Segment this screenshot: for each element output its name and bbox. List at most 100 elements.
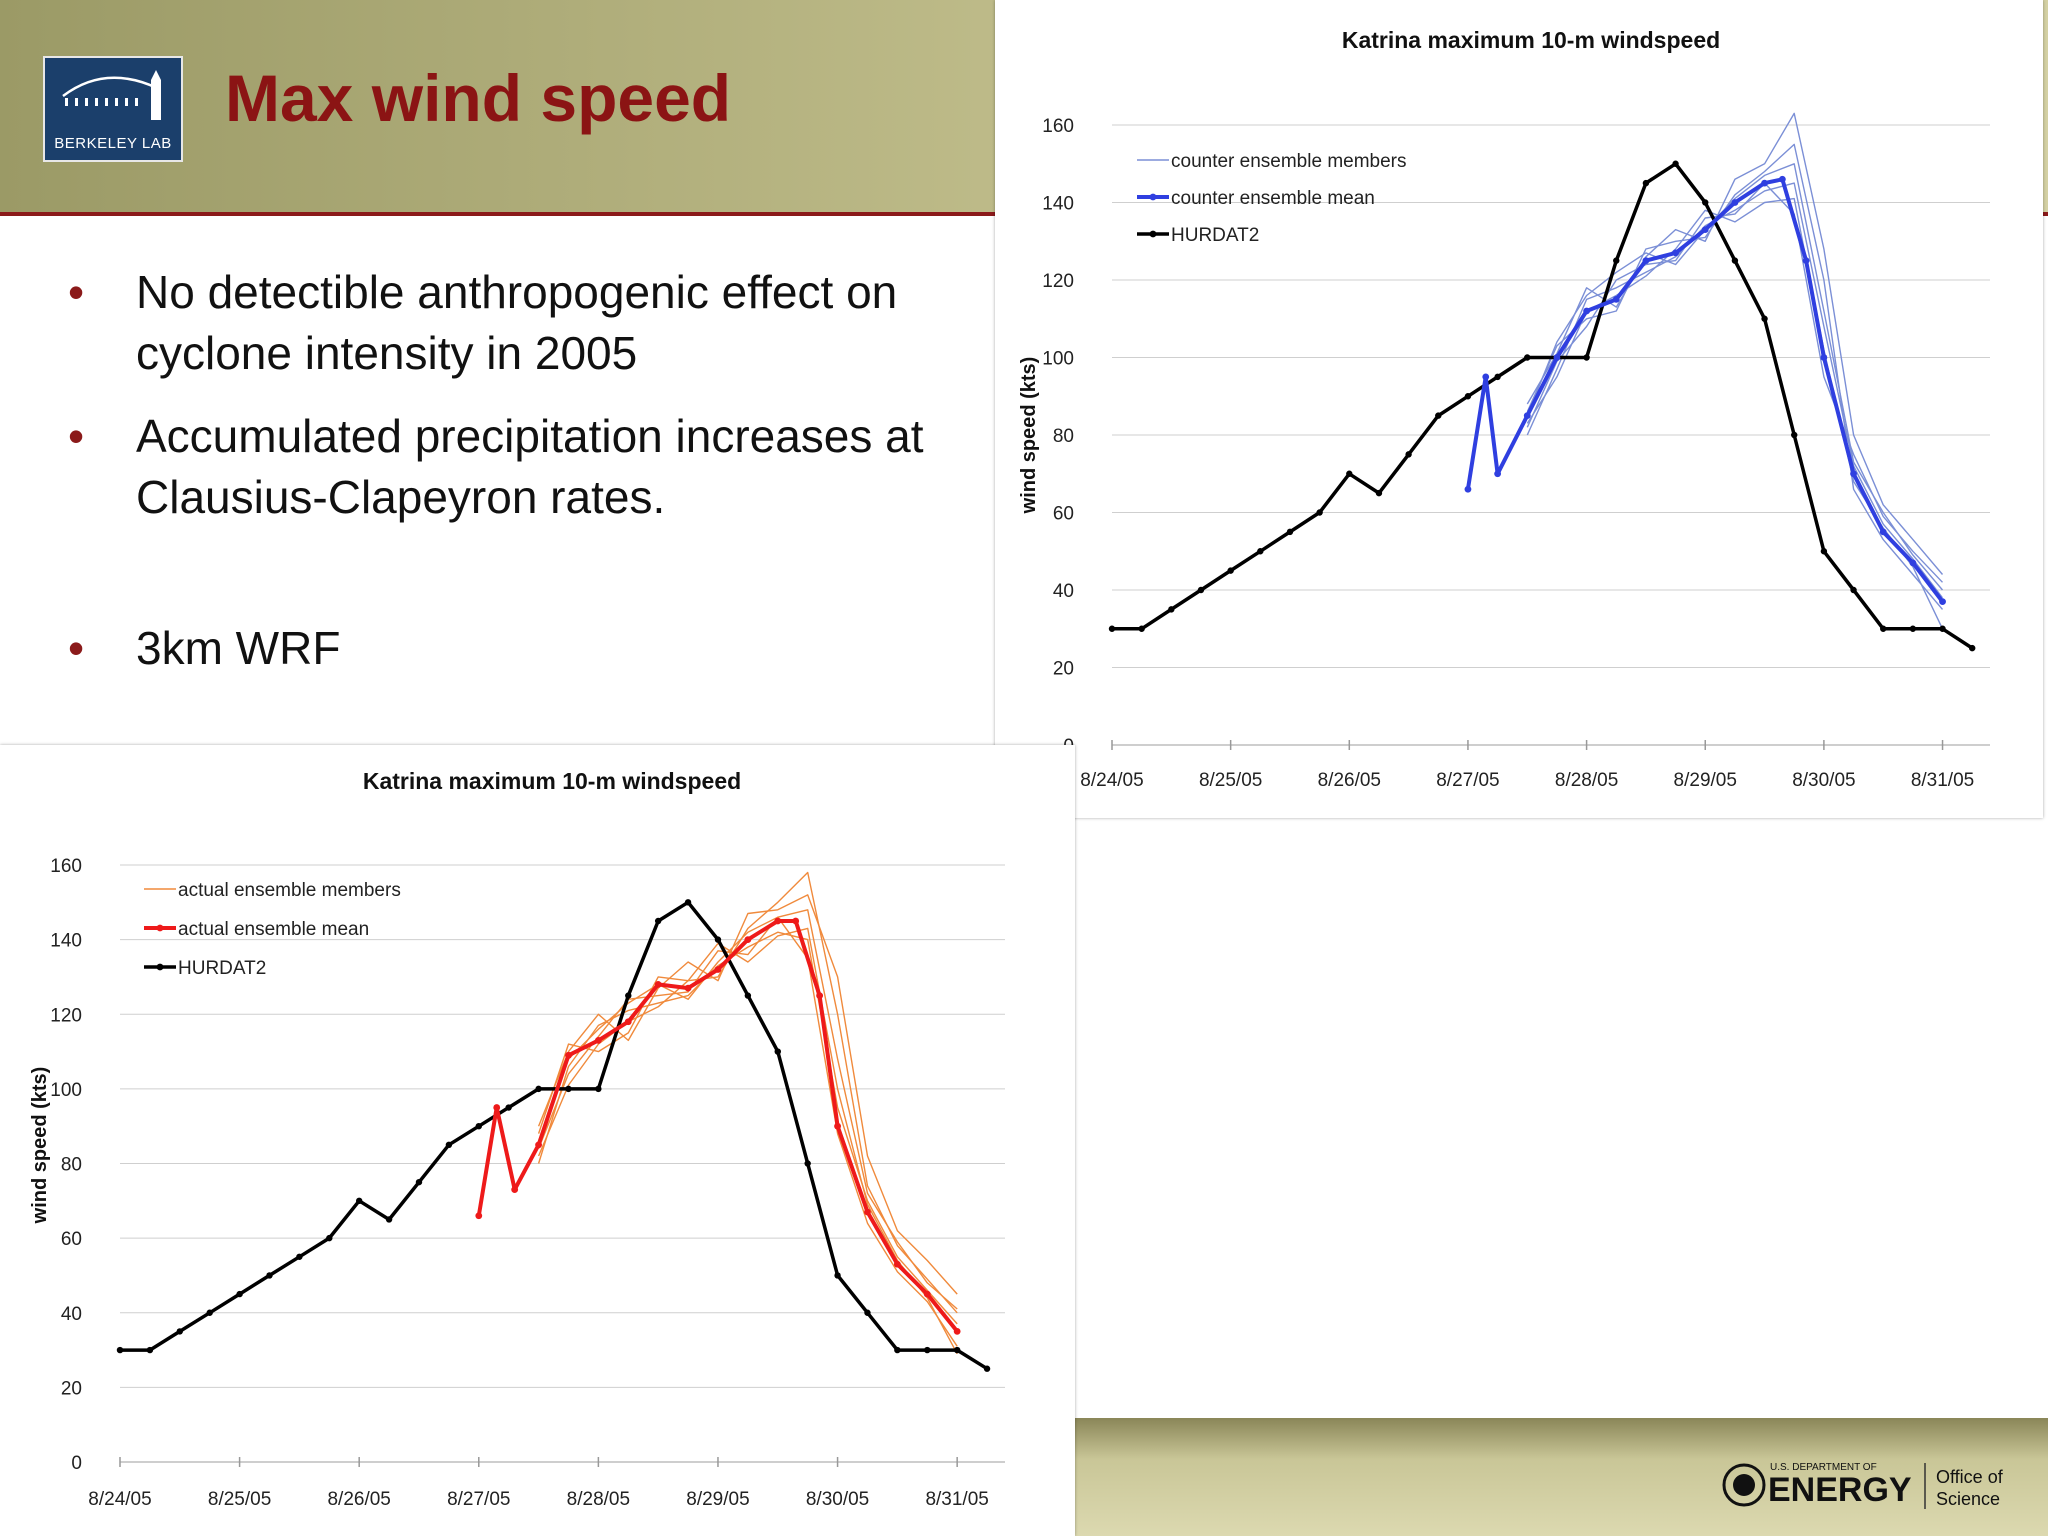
legend-marker <box>1149 193 1157 201</box>
hurdat2-point <box>924 1346 931 1354</box>
y-tick-label: 60 <box>61 1229 82 1250</box>
y-tick-label: 60 <box>1053 504 1074 525</box>
y-tick-label: 160 <box>50 856 82 877</box>
hurdat2-point <box>1494 373 1501 381</box>
y-tick-label: 0 <box>71 1453 82 1474</box>
ensemble-mean-point <box>535 1141 542 1149</box>
hurdat2-point <box>1316 509 1323 516</box>
hurdat2-point <box>565 1085 572 1093</box>
hurdat2-point <box>1642 179 1650 187</box>
hurdat2-point <box>385 1216 393 1223</box>
y-tick-label: 20 <box>61 1378 82 1399</box>
ensemble-member-line <box>537 927 958 1355</box>
ensemble-mean-point <box>864 1208 871 1216</box>
y-tick-label: 80 <box>61 1155 82 1176</box>
hurdat2-point <box>116 1346 124 1354</box>
ensemble-mean-point <box>1820 354 1828 361</box>
y-tick-label: 20 <box>1053 659 1074 680</box>
slide-footer <box>1075 1418 2048 1536</box>
hurdat2-point <box>326 1234 333 1242</box>
hurdat2-point <box>1257 548 1264 555</box>
ensemble-mean-point <box>1802 257 1810 265</box>
x-tick-label: 8/27/05 <box>447 1489 510 1510</box>
hurdat2-point <box>714 936 722 943</box>
ensemble-mean-point <box>1482 373 1490 381</box>
legend-label: actual ensemble members <box>178 880 401 901</box>
x-tick-label: 8/24/05 <box>88 1489 151 1510</box>
x-tick-label: 8/29/05 <box>1674 770 1737 791</box>
hurdat2-point <box>744 992 752 999</box>
y-tick-label: 120 <box>50 1005 82 1026</box>
ensemble-mean-point <box>1761 179 1768 187</box>
ensemble-mean-point <box>816 992 824 999</box>
y-tick-label: 140 <box>50 931 82 952</box>
y-axis-label: wind speed (kts) <box>29 1067 51 1225</box>
y-axis-label: wind speed (kts) <box>1018 357 1040 515</box>
y-tick-label: 140 <box>1042 194 1074 215</box>
doe-office-line2: Science <box>1936 1489 2000 1509</box>
ensemble-mean-point <box>714 966 722 973</box>
ensemble-member-line <box>537 916 958 1347</box>
hurdat2-point <box>1850 586 1857 594</box>
ensemble-mean-point <box>1731 199 1739 206</box>
hurdat2-point <box>266 1272 273 1279</box>
hurdat2-point <box>654 917 662 925</box>
chart-title: Katrina maximum 10-m windspeed <box>363 768 741 794</box>
x-tick-label: 8/26/05 <box>1318 770 1381 791</box>
ensemble-member-line <box>1526 112 1944 575</box>
y-tick-label: 40 <box>61 1304 82 1325</box>
hurdat2-point <box>1197 586 1205 594</box>
legend-label: counter ensemble members <box>1171 151 1407 172</box>
hurdat2-point <box>1909 625 1917 632</box>
bullet-item: No detectible anthropogenic effect on cy… <box>68 262 998 384</box>
ensemble-mean-point <box>1778 175 1786 183</box>
ensemble-mean-point <box>893 1260 901 1268</box>
ensemble-mean-point <box>624 1018 632 1026</box>
legend-marker <box>156 963 164 971</box>
bullet-item: 3km WRF <box>68 618 998 679</box>
legend-label: counter ensemble mean <box>1171 188 1375 209</box>
hurdat2-point <box>1702 199 1709 206</box>
x-tick-label: 8/30/05 <box>806 1489 869 1510</box>
hurdat2-point <box>475 1122 482 1130</box>
ensemble-member-line <box>537 909 958 1310</box>
doe-main-text: ENERGY <box>1768 1471 1912 1509</box>
hurdat2-point <box>1969 644 1976 652</box>
ensemble-member-line <box>1526 163 1944 591</box>
hurdat2-point <box>1227 567 1234 574</box>
hurdat2-point <box>1939 625 1946 632</box>
bullet-item: Accumulated precipitation increases at C… <box>68 406 998 528</box>
ensemble-mean-point <box>1464 485 1472 493</box>
ensemble-mean-point <box>1553 354 1561 361</box>
x-tick-label: 8/31/05 <box>1911 770 1974 791</box>
hurdat2-point <box>864 1309 871 1316</box>
ensemble-mean-point <box>1612 295 1620 303</box>
hurdat2-line <box>120 900 989 1371</box>
ensemble-member-line <box>537 894 958 1295</box>
ensemble-mean-point <box>594 1036 602 1044</box>
hurdat2-point <box>1286 528 1294 536</box>
legend-label: actual ensemble mean <box>178 919 369 940</box>
hurdat2-point <box>1108 625 1116 632</box>
doe-office-line1: Office of <box>1936 1467 2004 1487</box>
legend-label: HURDAT2 <box>1171 225 1259 246</box>
doe-top-text: U.S. DEPARTMENT OF <box>1770 1462 1877 1473</box>
ensemble-mean-point <box>1909 559 1917 567</box>
hurdat2-point <box>206 1309 213 1316</box>
x-tick-label: 8/25/05 <box>208 1489 271 1510</box>
hurdat2-point <box>1880 625 1887 632</box>
y-tick-label: 100 <box>1042 349 1074 370</box>
x-tick-label: 8/31/05 <box>925 1489 988 1510</box>
hurdat2-point <box>684 899 692 906</box>
slide-title: Max wind speed <box>225 61 732 135</box>
hurdat2-point <box>1375 489 1383 497</box>
x-tick-label: 8/25/05 <box>1199 770 1262 791</box>
hurdat2-point <box>595 1085 602 1093</box>
hurdat2-line <box>1112 162 1974 650</box>
hurdat2-point <box>894 1346 901 1354</box>
ensemble-mean-line <box>1465 177 1945 603</box>
x-tick-label: 8/30/05 <box>1792 770 1855 791</box>
chart-counter-ensemble: Katrina maximum 10-m windspeed0204060801… <box>995 0 2043 818</box>
berkeley-lab-logo: BERKELEY LAB <box>43 56 183 162</box>
ensemble-mean-point <box>774 917 782 925</box>
